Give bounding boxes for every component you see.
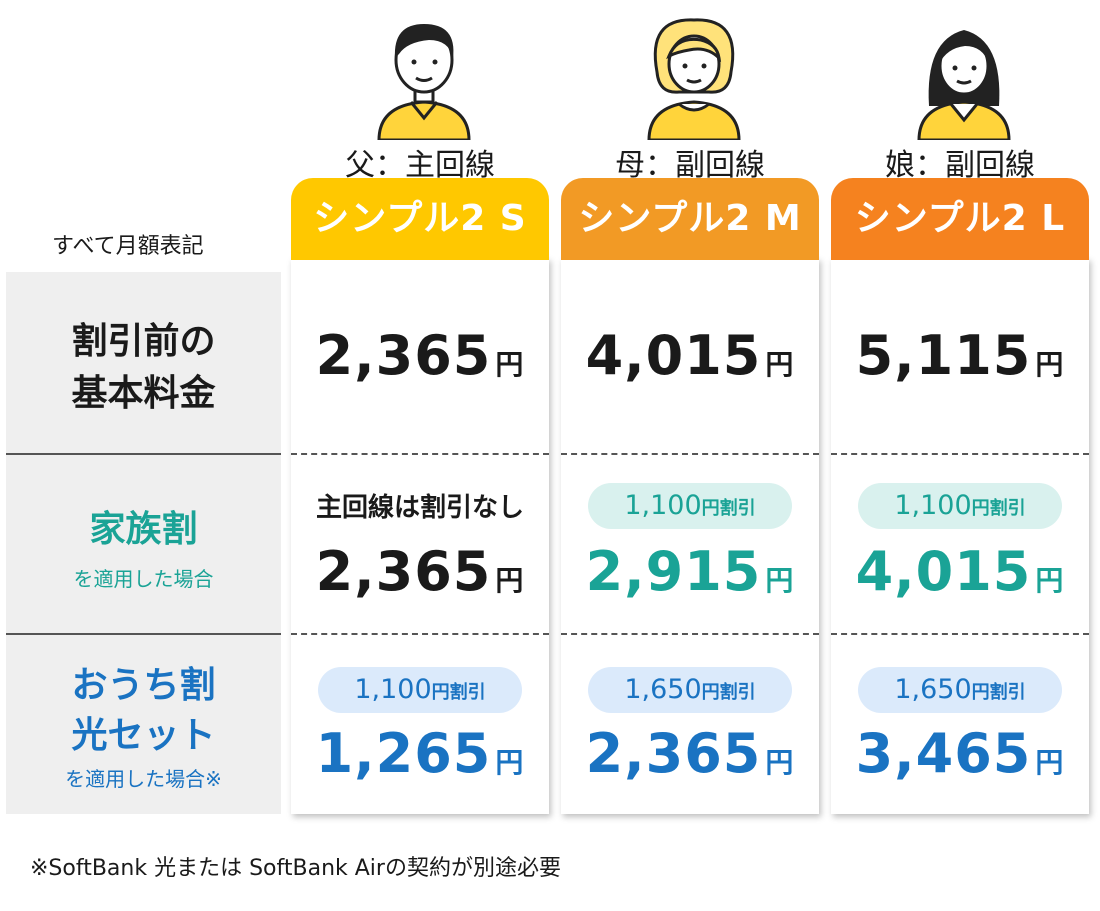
row-divider xyxy=(291,633,549,635)
row-divider xyxy=(291,453,549,455)
family-discount-badge-m: 1,100円割引 xyxy=(588,483,792,529)
row-label-family: 家族割 xyxy=(89,509,198,550)
row-label-base-line1: 割引前の xyxy=(71,321,216,362)
base-price-m: 4,015 円 xyxy=(585,324,795,387)
row-divider xyxy=(561,633,819,635)
base-price-l: 5,115 円 xyxy=(855,324,1065,387)
plan-header-m: シンプル2 M xyxy=(561,178,819,260)
plan-header-l: シンプル2 L xyxy=(831,178,1089,260)
mother-avatar-icon xyxy=(647,18,741,140)
plan-column-s xyxy=(291,258,549,814)
plan-column-l xyxy=(831,258,1089,814)
row-divider xyxy=(831,453,1089,455)
row-label-home-line1: おうち割 xyxy=(71,665,216,706)
family-discount-badge-l: 1,100円割引 xyxy=(858,483,1062,529)
home-discount-badge-s: 1,100円割引 xyxy=(318,667,522,713)
plan-column-m xyxy=(561,258,819,814)
row-divider xyxy=(831,633,1089,635)
row-sublabel-family: を適用した場合 xyxy=(73,567,214,591)
home-discount-badge-m: 1,650円割引 xyxy=(588,667,792,713)
row-divider xyxy=(6,633,281,635)
family-no-discount-note: 主回線は割引なし xyxy=(315,493,524,523)
role-label-mother: 母：副回線 xyxy=(615,148,765,183)
row-label-base-line2: 基本料金 xyxy=(71,373,216,414)
role-label-father: 父：主回線 xyxy=(345,148,495,183)
family-price-s: 2,365 円 xyxy=(315,540,525,603)
home-discount-badge-l: 1,650円割引 xyxy=(858,667,1062,713)
base-price-s: 2,365 円 xyxy=(315,324,525,387)
home-price-l: 3,465 円 xyxy=(855,722,1065,785)
family-price-l: 4,015 円 xyxy=(855,540,1065,603)
father-avatar-icon xyxy=(377,24,471,140)
row-label-column xyxy=(6,272,281,814)
footnote: ※SoftBank 光または SoftBank Airの契約が別途必要 xyxy=(30,856,561,881)
home-price-m: 2,365 円 xyxy=(585,722,795,785)
plan-header-s: シンプル2 S xyxy=(291,178,549,260)
row-label-home-line2: 光セット xyxy=(71,715,216,756)
family-price-m: 2,915 円 xyxy=(585,540,795,603)
row-divider xyxy=(6,453,281,455)
pricing-note: すべて月額表記 xyxy=(52,234,204,259)
home-price-s: 1,265 円 xyxy=(315,722,525,785)
role-label-daughter: 娘：副回線 xyxy=(885,148,1035,183)
row-divider xyxy=(561,453,819,455)
row-sublabel-home: を適用した場合※ xyxy=(65,767,222,791)
daughter-avatar-icon xyxy=(917,30,1011,140)
